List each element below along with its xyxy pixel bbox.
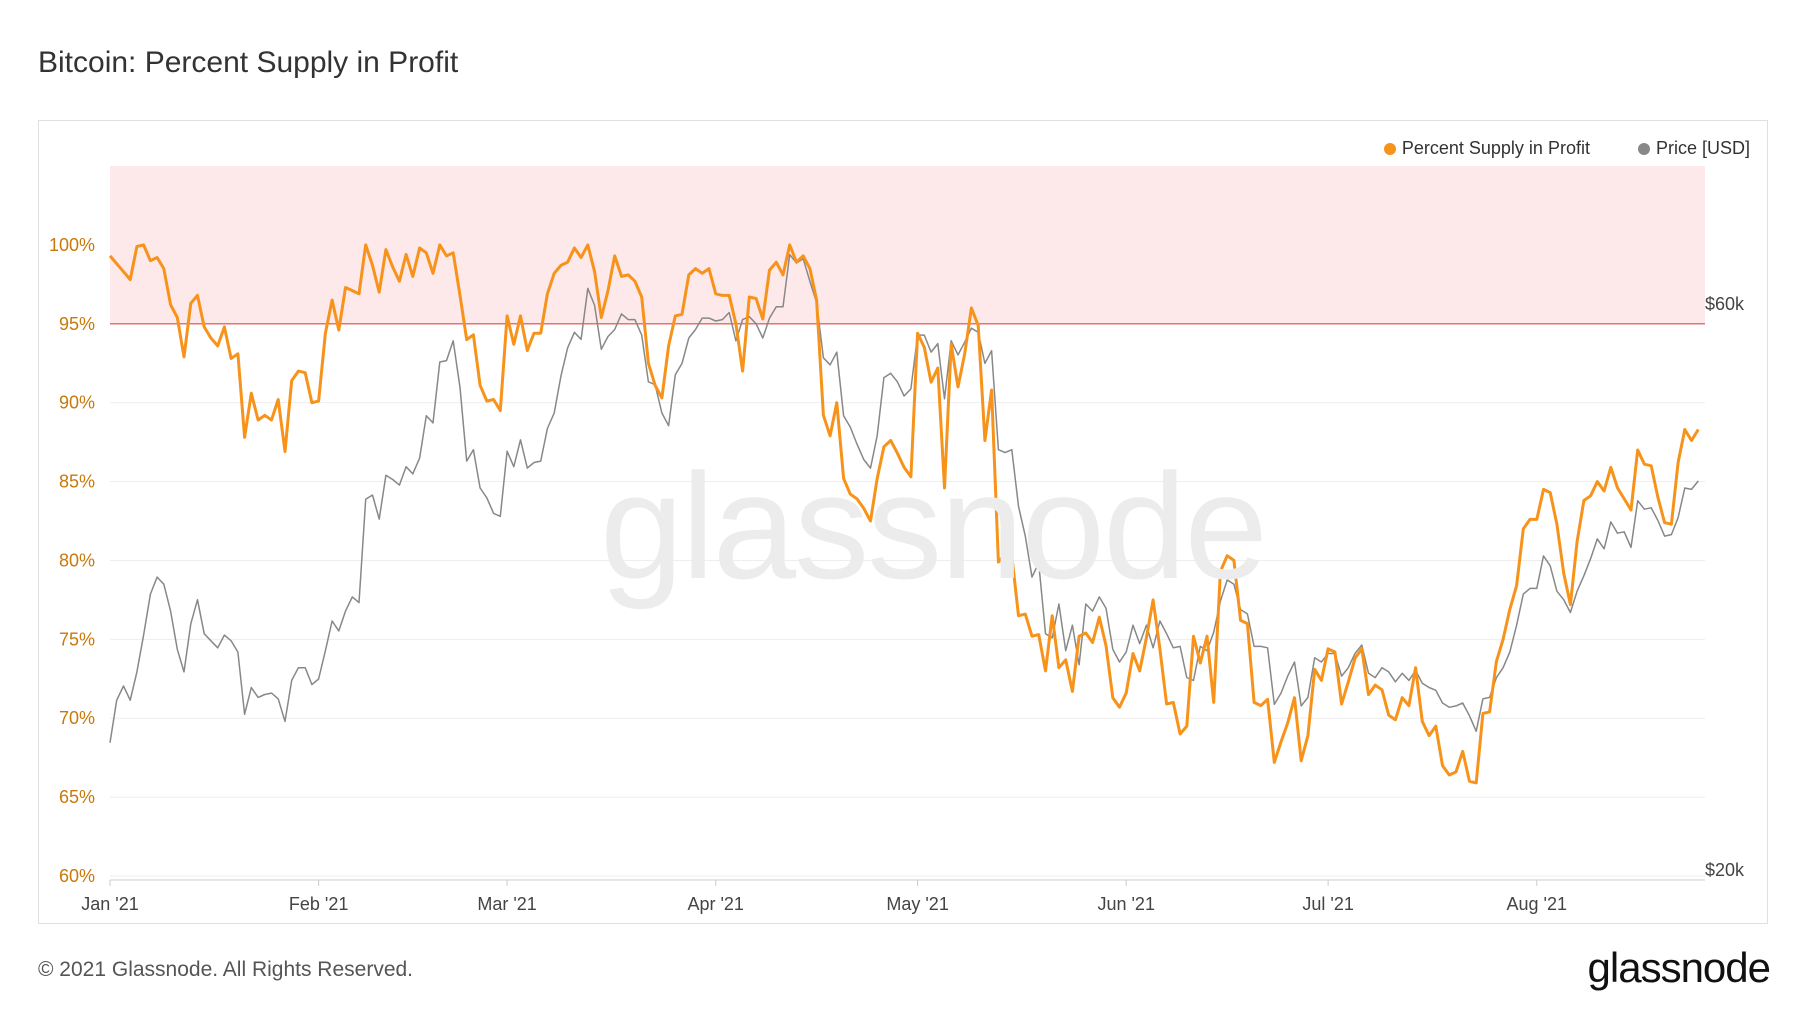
y-left-tick-label: 90% — [59, 393, 95, 413]
overheated-band — [110, 166, 1705, 324]
legend-item-supply[interactable]: Percent Supply in Profit — [1383, 138, 1590, 159]
y-left-tick-label: 95% — [59, 314, 95, 334]
x-tick-label: Feb '21 — [289, 894, 348, 914]
legend-item-price[interactable]: Price [USD] — [1637, 138, 1750, 159]
chart-title: Bitcoin: Percent Supply in Profit — [38, 46, 459, 79]
y-left-tick-label: 60% — [59, 866, 95, 886]
x-tick-label: Apr '21 — [687, 894, 743, 914]
x-tick-label: Jan '21 — [81, 894, 138, 914]
x-tick-label: Jul '21 — [1302, 894, 1353, 914]
brand-logo[interactable]: glassnode — [1587, 944, 1771, 991]
y-right-tick-label: $20k — [1705, 860, 1745, 880]
y-left-tick-label: 85% — [59, 472, 95, 492]
price-series-line — [109, 253, 1699, 743]
y-left-tick-label: 65% — [59, 787, 95, 807]
y-left-tick-label: 100% — [49, 235, 95, 255]
legend-dot-price — [1637, 142, 1650, 155]
legend-label-supply: Percent Supply in Profit — [1401, 138, 1590, 158]
x-tick-label: Mar '21 — [477, 894, 536, 914]
chart-legend: Percent Supply in Profit Price [USD] — [1383, 138, 1750, 159]
percent-supply-series-line — [108, 243, 1700, 785]
legend-label-price: Price [USD] — [1655, 138, 1750, 158]
y-left-tick-label: 75% — [59, 629, 95, 649]
legend-dot-supply — [1383, 142, 1396, 155]
watermark-text: glassnode — [600, 442, 1268, 610]
y-right-tick-label: $60k — [1705, 294, 1745, 314]
copyright-footer: © 2021 Glassnode. All Rights Reserved. — [38, 958, 414, 981]
x-tick-label: May '21 — [886, 894, 948, 914]
y-left-tick-label: 70% — [59, 708, 95, 728]
y-left-tick-label: 80% — [59, 550, 95, 570]
x-tick-label: Jun '21 — [1097, 894, 1154, 914]
x-tick-label: Aug '21 — [1507, 894, 1568, 914]
